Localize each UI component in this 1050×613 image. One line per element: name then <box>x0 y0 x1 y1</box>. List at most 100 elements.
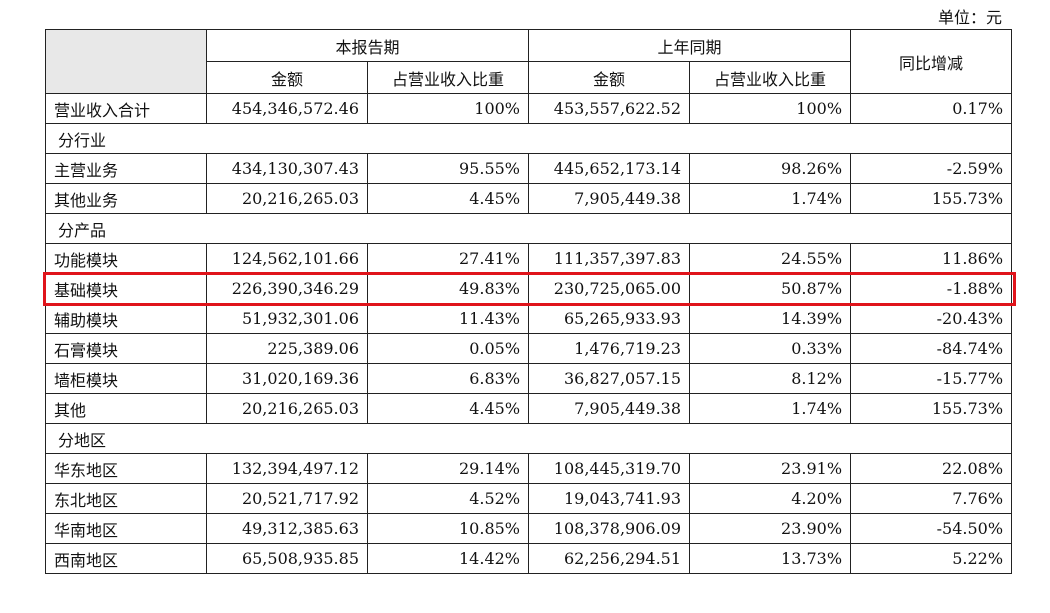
current-amount-cell: 132,394,497.12 <box>206 453 368 484</box>
current-ratio-cell: 49.83% <box>366 273 530 304</box>
prior-ratio-cell: 13.73% <box>689 543 852 574</box>
current-amount-cell: 31,020,169.36 <box>206 363 368 394</box>
current-amount-cell: 51,932,301.06 <box>206 303 368 334</box>
prior-ratio-cell: 24.55% <box>689 243 852 274</box>
table-row: 墙柜模块 31,020,169.36 6.83% 36,827,057.15 8.12%… <box>45 363 1013 394</box>
prior-amount-cell: 36,827,057.15 <box>528 363 691 394</box>
table-row-highlighted: 基础模块 226,390,346.29 49.83% 230,725,065.00 50… <box>45 273 1013 304</box>
row-label: 营业收入合计 <box>45 93 207 124</box>
current-amount-cell: 65,508,935.85 <box>206 543 368 574</box>
unit-label: 单位：元 <box>937 8 1002 27</box>
current-amount-cell: 20,521,717.92 <box>206 483 368 514</box>
header-prior-ratio: 占营业收入比重 <box>689 61 852 94</box>
current-ratio-cell: 95.55% <box>366 153 530 184</box>
header-current-ratio: 占营业收入比重 <box>366 61 530 94</box>
prior-amount-cell: 111,357,397.83 <box>528 243 691 274</box>
prior-ratio-cell: 14.39% <box>689 303 852 334</box>
prior-ratio-cell: 0.33% <box>689 333 852 364</box>
total-row: 营业收入合计 454,346,572.46 100% 453,557,622.5… <box>45 93 1013 124</box>
current-amount-cell: 434,130,307.43 <box>206 153 368 184</box>
yoy-change-cell: -20.43% <box>850 303 1013 334</box>
table-body: 营业收入合计 454,346,572.46 100% 453,557,622.5… <box>44 93 1013 574</box>
prior-amount-cell: 453,557,622.52 <box>528 93 691 124</box>
table-row: 东北地区 20,521,717.92 4.52% 19,043,741.93 4.20%… <box>45 483 1013 514</box>
current-ratio-cell: 14.42% <box>366 543 530 574</box>
table-row: 功能模块 124,562,101.66 27.41% 111,357,397.83 24… <box>45 243 1013 274</box>
yoy-change-cell: 22.08% <box>850 453 1013 484</box>
section-title: 分地区 <box>44 423 1013 454</box>
prior-amount-cell: 108,378,906.09 <box>528 513 691 544</box>
prior-amount-cell: 230,725,065.00 <box>528 273 691 304</box>
prior-ratio-cell: 23.90% <box>689 513 852 544</box>
prior-ratio-cell: 8.12% <box>689 363 852 394</box>
yoy-change-cell: -54.50% <box>850 513 1013 544</box>
table-row: 其他 20,216,265.03 4.45% 7,905,449.38 1.74% 155… <box>45 393 1013 424</box>
prior-amount-cell: 7,905,449.38 <box>528 183 691 214</box>
current-amount-cell: 49,312,385.63 <box>206 513 368 544</box>
yoy-change-cell: -1.88% <box>850 273 1013 304</box>
table-row: 华东地区 132,394,497.12 29.14% 108,445,319.70 23… <box>45 453 1013 484</box>
row-label: 华东地区 <box>45 453 207 484</box>
current-ratio-cell: 29.14% <box>366 453 530 484</box>
row-label: 基础模块 <box>45 273 207 304</box>
yoy-change-cell: 11.86% <box>850 243 1013 274</box>
table-row: 辅助模块 51,932,301.06 11.43% 65,265,933.93 14.3… <box>45 303 1013 334</box>
current-ratio-cell: 4.52% <box>366 483 530 514</box>
section-title: 分行业 <box>44 123 1013 154</box>
row-label: 其他 <box>45 393 207 424</box>
current-amount-cell: 20,216,265.03 <box>206 393 368 424</box>
header-blank-cell <box>45 29 207 94</box>
section-title: 分产品 <box>44 213 1013 244</box>
section-header-row: 分产品 <box>44 213 1013 244</box>
current-amount-cell: 124,562,101.66 <box>206 243 368 274</box>
prior-amount-cell: 108,445,319.70 <box>528 453 691 484</box>
row-label: 石膏模块 <box>45 333 207 364</box>
prior-ratio-cell: 23.91% <box>689 453 852 484</box>
table-row: 华南地区 49,312,385.63 10.85% 108,378,906.09 23.… <box>45 513 1013 544</box>
yoy-change-cell: 155.73% <box>850 183 1013 214</box>
current-ratio-cell: 10.85% <box>366 513 530 544</box>
section-header-row: 分地区 <box>44 423 1013 454</box>
table-header: 本报告期 上年同期 同比增减 金额 占营业收入比重 金额 占营业收入比重 <box>45 29 1013 94</box>
row-label: 主营业务 <box>45 153 207 184</box>
yoy-change-cell: -2.59% <box>850 153 1013 184</box>
prior-amount-cell: 445,652,173.14 <box>528 153 691 184</box>
prior-amount-cell: 19,043,741.93 <box>528 483 691 514</box>
row-label: 西南地区 <box>45 543 207 574</box>
yoy-change-cell: 0.17% <box>850 93 1013 124</box>
current-ratio-cell: 11.43% <box>366 303 530 334</box>
section-header-row: 分行业 <box>44 123 1013 154</box>
current-amount-cell: 454,346,572.46 <box>206 93 368 124</box>
header-prior-amount: 金额 <box>528 61 691 94</box>
table-row: 西南地区 65,508,935.85 14.42% 62,256,294.51 13.7… <box>45 543 1013 574</box>
prior-amount-cell: 7,905,449.38 <box>528 393 691 424</box>
current-amount-cell: 20,216,265.03 <box>206 183 368 214</box>
yoy-change-cell: 5.22% <box>850 543 1013 574</box>
current-ratio-cell: 27.41% <box>366 243 530 274</box>
prior-ratio-cell: 1.74% <box>689 183 852 214</box>
yoy-change-cell: -84.74% <box>850 333 1013 364</box>
prior-ratio-cell: 4.20% <box>689 483 852 514</box>
current-ratio-cell: 4.45% <box>366 183 530 214</box>
header-current-period: 本报告期 <box>205 29 530 62</box>
row-label: 东北地区 <box>45 483 207 514</box>
prior-ratio-cell: 100% <box>689 93 852 124</box>
prior-amount-cell: 62,256,294.51 <box>528 543 691 574</box>
yoy-change-cell: 155.73% <box>850 393 1013 424</box>
prior-ratio-cell: 1.74% <box>689 393 852 424</box>
current-ratio-cell: 4.45% <box>366 393 530 424</box>
row-label: 辅助模块 <box>45 303 207 334</box>
header-yoy-change: 同比增减 <box>850 29 1013 94</box>
yoy-change-cell: -15.77% <box>850 363 1013 394</box>
table-row: 石膏模块 225,389.06 0.05% 1,476,719.23 0.33% -84.… <box>45 333 1013 364</box>
prior-ratio-cell: 50.87% <box>689 273 852 304</box>
current-amount-cell: 226,390,346.29 <box>206 273 368 304</box>
prior-ratio-cell: 98.26% <box>689 153 852 184</box>
header-current-amount: 金额 <box>206 61 368 94</box>
current-ratio-cell: 0.05% <box>366 333 530 364</box>
table-row: 其他业务 20,216,265.03 4.45% 7,905,449.38 1.74% 1… <box>45 183 1013 214</box>
current-amount-cell: 225,389.06 <box>206 333 368 364</box>
revenue-table: 本报告期 上年同期 同比增减 金额 占营业收入比重 金额 占营业收入比重 营业收… <box>44 29 1013 574</box>
yoy-change-cell: 7.76% <box>850 483 1013 514</box>
current-ratio-cell: 6.83% <box>366 363 530 394</box>
